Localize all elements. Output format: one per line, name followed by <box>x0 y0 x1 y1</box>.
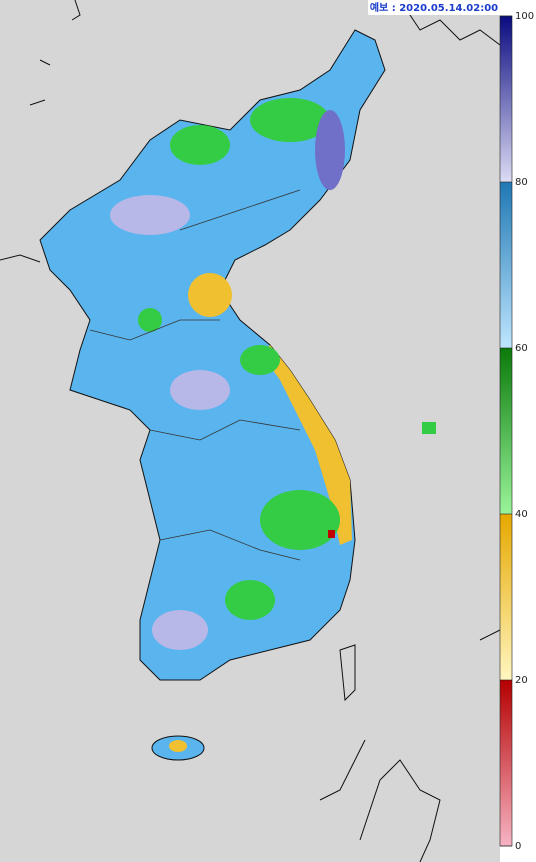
forecast-timestamp: 예보 : 2020.05.14.02:00 <box>370 1 498 14</box>
tick-label: 80 <box>515 177 528 188</box>
colorbar-band <box>500 182 512 348</box>
timestamp-box <box>368 0 500 15</box>
province-borders <box>89 189 301 561</box>
tick-label: 40 <box>515 509 528 520</box>
colorbar-frame <box>499 15 513 847</box>
tick-label: 100 <box>515 11 534 22</box>
colorbar-band <box>500 514 512 680</box>
humidity-field <box>39 29 436 761</box>
colorbar-band <box>500 680 512 846</box>
tick-label: 0 <box>515 841 521 852</box>
coastlines <box>0 0 501 862</box>
colorbar-band <box>500 16 512 182</box>
colorbar-band <box>500 348 512 514</box>
colorbar: 0 20 40 60 80 100 <box>499 11 534 852</box>
tick-label: 60 <box>515 343 528 354</box>
tick-label: 20 <box>515 675 528 686</box>
